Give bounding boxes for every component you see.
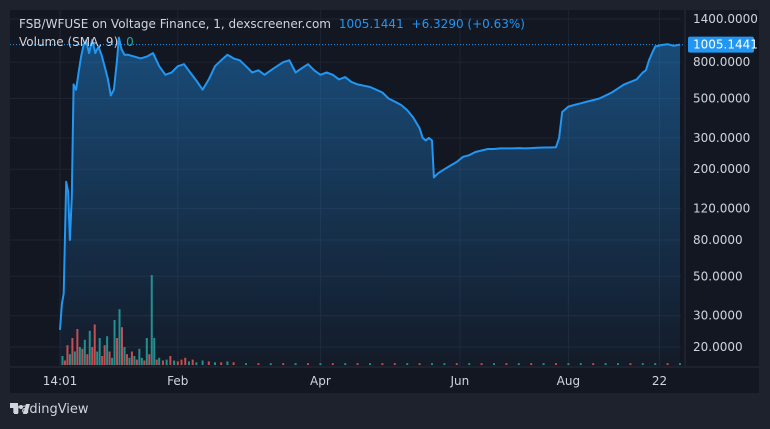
y-tick-label: 30.0000 — [693, 309, 743, 323]
y-tick-label: 50.0000 — [693, 269, 743, 283]
chart-legend: FSB/WFUSE on Voltage Finance, 1, dexscre… — [19, 17, 525, 31]
price-change: +6.3290 (+0.63%) — [411, 17, 525, 31]
x-axis[interactable]: 14:01 Feb Apr Jun Aug 22 — [43, 374, 667, 388]
y-tick-label: 300.0000 — [693, 131, 750, 145]
price-line — [59, 36, 681, 330]
y-tick-label: 500.0000 — [693, 91, 750, 105]
symbol-title[interactable]: FSB/WFUSE on Voltage Finance, 1, dexscre… — [19, 17, 331, 31]
y-tick-label: 20.0000 — [693, 340, 743, 354]
y-tick-label: 120.0000 — [693, 202, 750, 216]
tradingview-brand[interactable]: TradingView — [10, 402, 89, 417]
x-tick-label: Aug — [557, 374, 580, 388]
y-tick-label: 800.0000 — [693, 55, 750, 69]
last-price: 1005.1441 — [338, 17, 404, 31]
price-area — [60, 37, 680, 366]
x-tick-label: Apr — [310, 374, 331, 388]
y-axis[interactable]: 1400.0000 800.0000 500.0000 300.0000 200.000… — [693, 12, 758, 354]
last-price-label: 1005.1441 — [693, 38, 758, 52]
x-tick-label: 22 — [652, 374, 667, 388]
tradingview-logo-icon[interactable] — [10, 402, 30, 416]
footer: TradingView — [10, 402, 89, 417]
volume-value: 0 — [126, 35, 134, 49]
y-tick-label: 1400.0000 — [693, 12, 758, 26]
x-tick-label: Feb — [167, 374, 188, 388]
volume-legend: Volume (SMA, 9) 0 — [19, 35, 134, 49]
volume-label[interactable]: Volume (SMA, 9) — [19, 35, 119, 49]
last-price-badge: 1005.1441 — [688, 36, 758, 53]
x-tick-label: Jun — [450, 374, 470, 388]
y-tick-label: 200.0000 — [693, 162, 750, 176]
y-tick-label: 80.0000 — [693, 233, 743, 247]
x-tick-label: 14:01 — [43, 374, 78, 388]
